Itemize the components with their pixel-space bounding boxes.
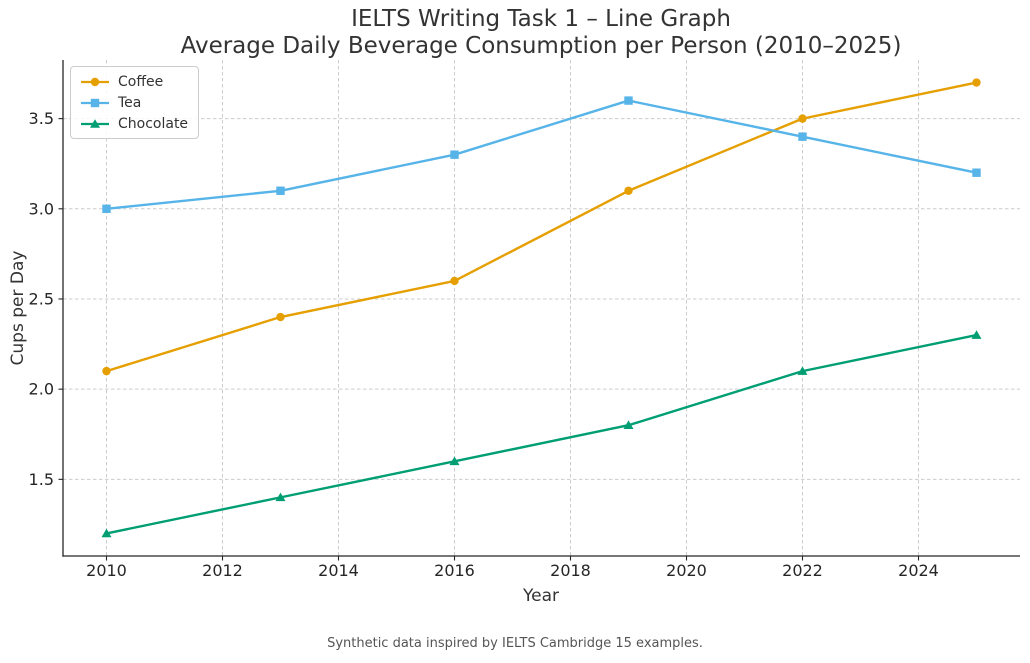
y-tick-label-3.5: 3.5: [29, 109, 54, 128]
tea-legend-symbol: [90, 98, 100, 107]
tea-marker-2016: [450, 150, 459, 159]
chocolate-line: [105, 333, 978, 535]
chart-title-line2: Average Daily Beverage Consumption per P…: [180, 33, 902, 59]
coffee-marker-2013: [276, 312, 285, 322]
coffee-legend-symbol: [90, 77, 100, 86]
chocolate-marker-2013: [275, 492, 286, 502]
y-tick-label-1.5: 1.5: [29, 470, 54, 489]
caption: Synthetic data inspired by IELTS Cambrid…: [327, 636, 703, 651]
tea-marker-2022: [798, 132, 807, 141]
x-tick-label-2016: 2016: [434, 561, 475, 580]
y-axis-label: Cups per Day: [8, 250, 28, 366]
tea-marker-2013: [276, 186, 285, 195]
coffee-marker-2010: [102, 366, 111, 376]
x-tick-label-2012: 2012: [202, 561, 243, 580]
x-axis-label: Year: [523, 586, 559, 606]
x-tick-label-2022: 2022: [782, 561, 823, 580]
coffee-marker-2019: [624, 186, 633, 195]
coffee-legend-marker-icon: [81, 77, 109, 86]
y-tick-label-3: 3.0: [29, 199, 54, 218]
x-tick-label-2014: 2014: [318, 561, 359, 580]
legend-item-tea: Tea: [79, 93, 188, 112]
y-tick-label-2.5: 2.5: [29, 289, 54, 308]
tea-marker-2019: [624, 96, 633, 105]
legend-label-chocolate: Chocolate: [118, 115, 189, 132]
chocolate-legend-marker-icon: [81, 118, 109, 128]
chocolate-marker-2010: [101, 528, 112, 538]
chart-title: IELTS Writing Task 1 – Line Graph Averag…: [181, 6, 902, 60]
chart-title-line1: IELTS Writing Task 1 – Line Graph: [351, 6, 731, 32]
tea-line: [105, 99, 978, 211]
chocolate-marker-2019: [623, 420, 634, 430]
chocolate-legend-symbol: [90, 118, 100, 128]
chocolate-marker-2016: [449, 456, 460, 466]
coffee-marker-2022: [798, 114, 807, 123]
tea-legend-marker-icon: [81, 98, 109, 107]
coffee-marker-2016: [450, 276, 459, 286]
x-tick-label-2018: 2018: [550, 561, 591, 580]
y-tick-label-2: 2.0: [29, 380, 54, 399]
legend-label-coffee: Coffee: [118, 73, 164, 90]
coffee-line: [105, 81, 978, 373]
tea-marker-2025: [972, 168, 981, 177]
chocolate-marker-2022: [797, 366, 808, 375]
x-tick-label-2010: 2010: [86, 561, 127, 580]
legend-label-tea: Tea: [118, 94, 142, 111]
x-tick-label-2024: 2024: [898, 561, 939, 580]
legend: Coffee Tea Chocolate: [70, 66, 200, 139]
coffee-marker-2025: [972, 78, 981, 87]
tea-marker-2010: [102, 204, 111, 213]
x-tick-label-2020: 2020: [666, 561, 707, 580]
legend-item-coffee: Coffee: [79, 72, 188, 91]
legend-item-chocolate: Chocolate: [79, 114, 188, 133]
chocolate-marker-2025: [971, 330, 982, 339]
